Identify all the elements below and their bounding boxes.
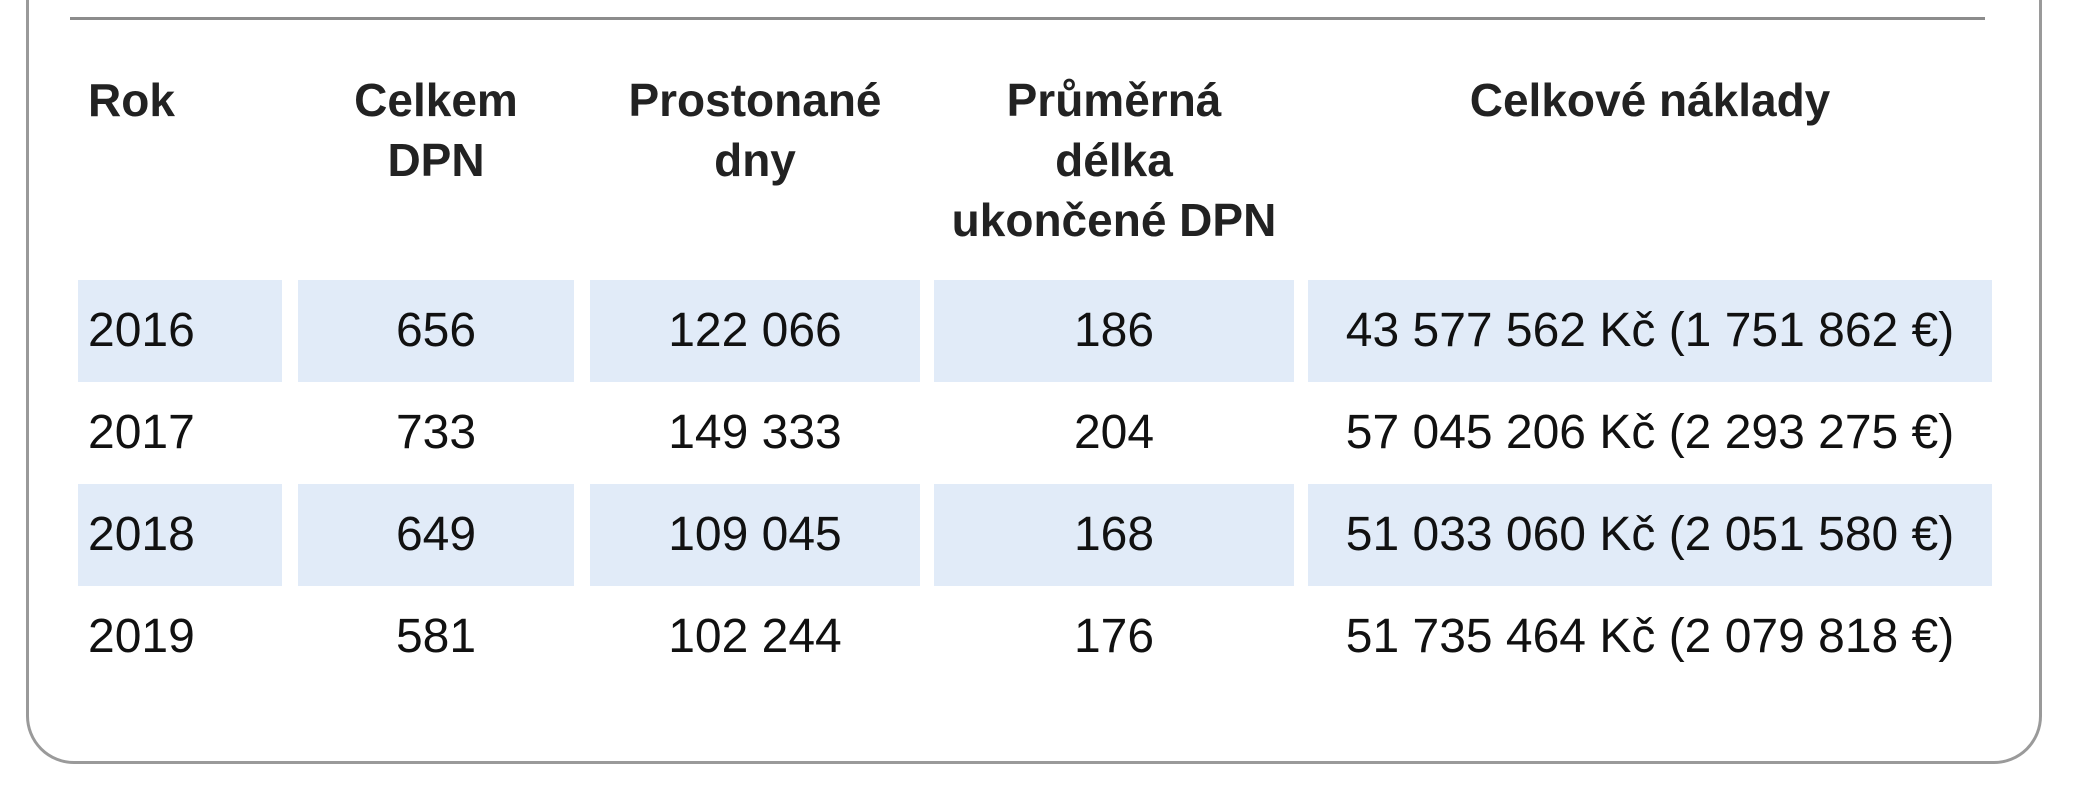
header-rok: Rok [88, 74, 175, 126]
cell-rok: 2018 [78, 484, 282, 586]
top-divider [70, 17, 1985, 20]
cell-celkove-naklady: 57 045 206 Kč (2 293 275 €) [1345, 406, 1955, 459]
cell-prumerna-delka: 168 [934, 484, 1294, 586]
cell-rok: 2019 [88, 610, 195, 663]
table-row: 2018 649 109 045 168 51 033 060 Kč (2 05… [0, 484, 2073, 586]
cell-celkove-naklady: 43 577 562 Kč (1 751 862 €) [1308, 280, 1992, 382]
table-row: 2016 656 122 066 186 43 577 562 Kč (1 75… [0, 280, 2073, 382]
table-card [26, 0, 2042, 764]
cell-celkem-dpn: 733 [395, 406, 477, 459]
cell-prumerna-delka: 176 [1073, 610, 1155, 663]
cell-rok: 2016 [78, 280, 282, 382]
table-row: 2017 733 149 333 204 57 045 206 Kč (2 29… [0, 382, 2073, 484]
cell-prostonane-dny: 122 066 [590, 280, 920, 382]
cell-prostonane-dny: 109 045 [590, 484, 920, 586]
header-prumerna-delka: Průměrná délka ukončené DPN [951, 74, 1277, 246]
cell-celkem-dpn: 656 [298, 280, 574, 382]
cell-celkove-naklady: 51 033 060 Kč (2 051 580 €) [1308, 484, 1992, 586]
cell-prostonane-dny: 102 244 [668, 610, 842, 663]
header-celkem-dpn: Celkem DPN [354, 74, 518, 186]
cell-prumerna-delka: 204 [1073, 406, 1155, 459]
cell-celkem-dpn: 581 [395, 610, 477, 663]
table-row: 2019 581 102 244 176 51 735 464 Kč (2 07… [0, 586, 2073, 688]
cell-rok: 2017 [88, 406, 195, 459]
cell-celkem-dpn: 649 [298, 484, 574, 586]
cell-celkove-naklady: 51 735 464 Kč (2 079 818 €) [1345, 610, 1955, 663]
header-celkove-naklady: Celkové náklady [1469, 74, 1831, 126]
cell-prostonane-dny: 149 333 [668, 406, 842, 459]
header-prostonane-dny: Prostonané dny [628, 74, 882, 186]
cell-prumerna-delka: 186 [934, 280, 1294, 382]
